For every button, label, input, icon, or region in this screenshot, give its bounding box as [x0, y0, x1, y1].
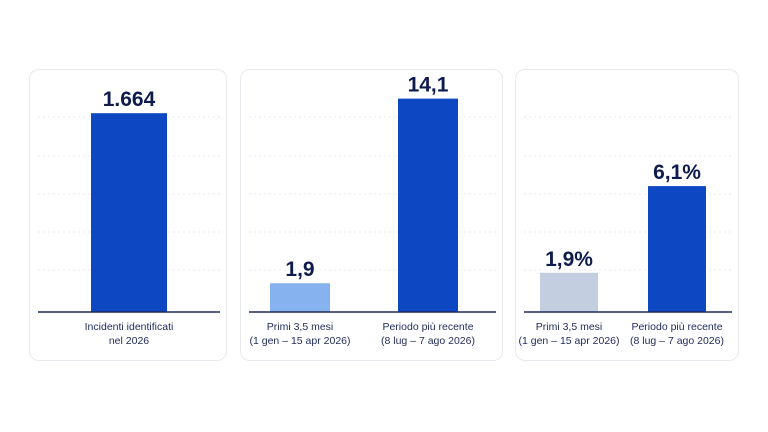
category-label-2-1-2: (1 gen – 15 apr 2026)	[250, 335, 351, 347]
bar-3-2	[648, 186, 706, 312]
category-label-1-1-1: Incidenti identificati	[85, 321, 174, 333]
category-label-1-1-2: nel 2026	[109, 335, 149, 347]
category-label-3-1-2: (1 gen – 15 apr 2026)	[519, 335, 620, 347]
chart-panel-percentage: 1,9% Primi 3,5 mesi (1 gen – 15 apr 2026) 6…	[515, 69, 739, 361]
category-label-2-2-2: (8 lug – 7 ago 2026)	[381, 335, 475, 347]
category-label-3-2-2: (8 lug – 7 ago 2026)	[630, 335, 724, 347]
chart-panel-daily-average: 1,9 Primi 3,5 mesi (1 gen – 15 apr 2026) 14…	[240, 69, 503, 361]
value-label-1-1: 1.664	[103, 88, 156, 111]
bar-1-1	[91, 113, 167, 312]
category-label-3-2-1: Periodo più recente	[631, 321, 722, 333]
chart-2-svg: 1,9 Primi 3,5 mesi (1 gen – 15 apr 2026) 14…	[249, 74, 496, 347]
value-label-3-1: 1,9%	[545, 248, 593, 271]
bar-2-2	[398, 98, 458, 313]
chart-1-svg: 1.664 Incidenti identificati nel 2026	[38, 88, 220, 347]
bar-3-1	[540, 272, 598, 312]
value-label-2-2: 14,1	[408, 74, 449, 97]
category-label-2-2-1: Periodo più recente	[382, 321, 473, 333]
category-label-3-1-1: Primi 3,5 mesi	[536, 321, 603, 333]
value-label-2-1: 1,9	[285, 258, 314, 281]
bar-2-1	[270, 283, 330, 312]
value-label-3-2: 6,1%	[653, 161, 701, 184]
chart-panel-incidents: 1.664 Incidenti identificati nel 2026	[29, 69, 227, 361]
category-label-2-1-1: Primi 3,5 mesi	[267, 321, 334, 333]
chart-3-svg: 1,9% Primi 3,5 mesi (1 gen – 15 apr 2026) 6…	[519, 116, 732, 347]
